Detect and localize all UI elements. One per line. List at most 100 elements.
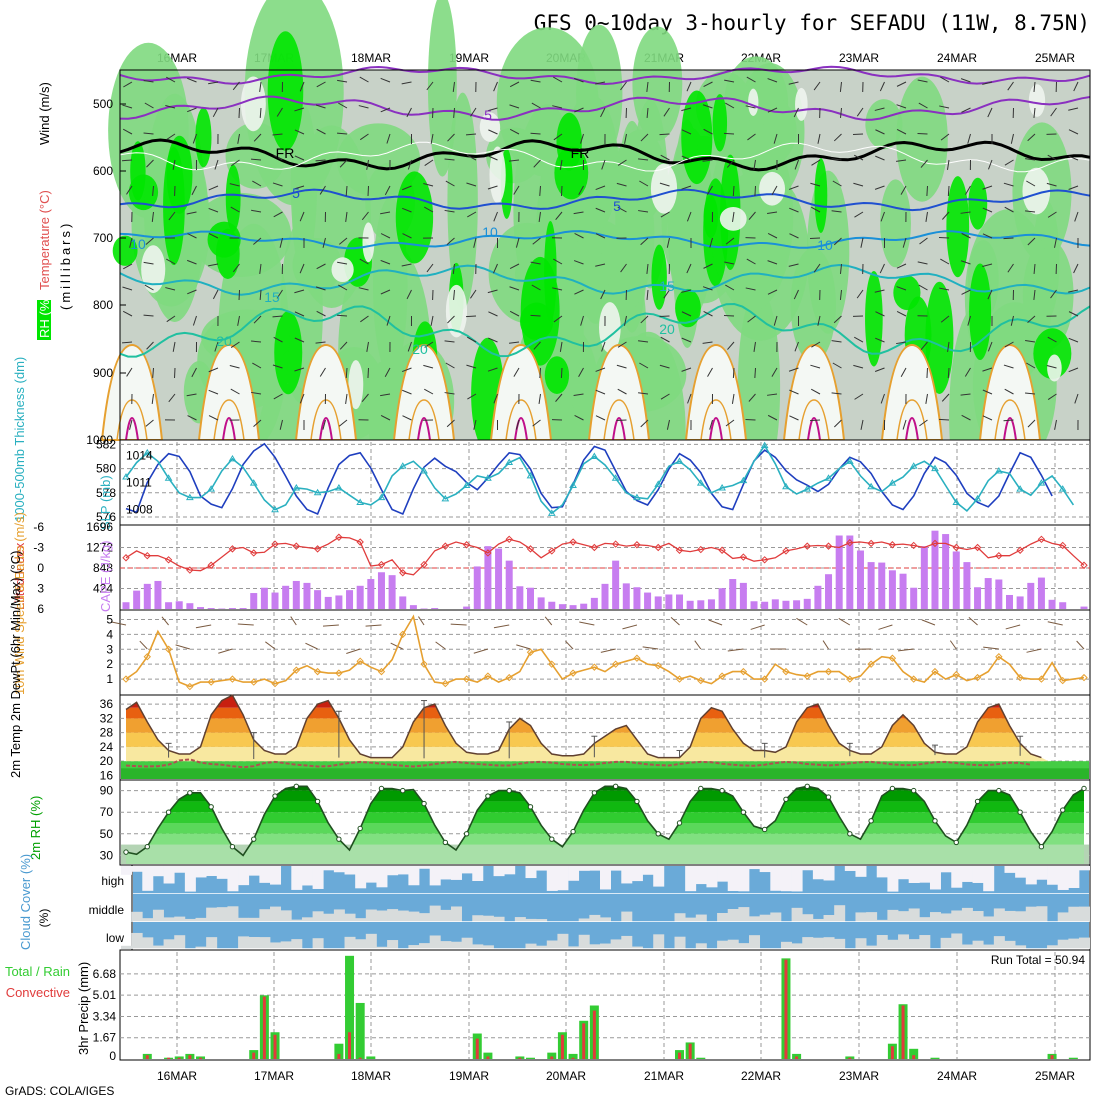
precip-convective-bar <box>167 1057 171 1059</box>
cloud-cell <box>919 935 931 949</box>
wind-barb <box>251 391 262 395</box>
wind-barb <box>896 128 907 135</box>
cloud-cell <box>919 866 931 883</box>
lifted-index-point <box>909 541 918 550</box>
precip-convective-bar <box>784 959 788 1059</box>
cloud-cell <box>898 911 910 922</box>
date-label-bottom: 24MAR <box>937 1069 977 1083</box>
wind-barb <box>896 286 907 291</box>
cape-tick: 848 <box>93 561 113 575</box>
wind-speed-point <box>292 666 301 674</box>
thermal-plume <box>684 343 748 441</box>
cape-ylabel: CAPE (J/kg) <box>98 540 113 612</box>
rh2m-point <box>549 836 555 842</box>
lifted-index-point <box>505 535 513 544</box>
cloud-cell <box>536 866 548 871</box>
cape-bar <box>505 560 513 609</box>
rh2m-point <box>506 787 512 794</box>
thermal-plume-inner <box>603 399 635 441</box>
wind-barb <box>509 159 520 162</box>
rh2m-point <box>378 785 385 792</box>
cloud-cell <box>429 866 441 886</box>
wind-barb <box>574 414 584 421</box>
thickness-point <box>356 498 365 505</box>
cloud-cell <box>1047 866 1059 885</box>
wind-barb <box>315 341 326 344</box>
wind-barb <box>947 185 950 197</box>
wind-barb <box>732 367 735 379</box>
wind-speed-point <box>973 673 982 682</box>
rh-low-blob <box>1022 167 1051 215</box>
thickness-point <box>398 462 407 469</box>
wind-speed-point <box>888 654 897 662</box>
wind-barb <box>212 107 219 118</box>
lifted-index-point <box>143 551 151 560</box>
wind-speed-point <box>1016 673 1024 682</box>
wind-barb <box>767 260 778 265</box>
wind-barb <box>595 263 606 267</box>
precip-convective-bar <box>582 1023 586 1059</box>
cloud-cell <box>131 932 143 949</box>
cloud-cell <box>600 917 611 922</box>
cloud-cell <box>887 909 899 922</box>
wind-speed-point <box>803 672 811 680</box>
wind-barb <box>638 210 649 213</box>
wind-barb <box>380 77 391 83</box>
thickness-tick: 580 <box>96 462 116 476</box>
cloud-cell <box>291 919 303 922</box>
wind-barb <box>358 105 369 109</box>
wind-barb <box>875 129 885 135</box>
cloud-cell <box>610 939 622 949</box>
cloud-cell <box>674 913 686 922</box>
precip-tick: 5.01 <box>93 988 117 1002</box>
cloud-cell <box>887 866 899 892</box>
wind-barb <box>230 341 240 349</box>
wind10m-barb <box>878 624 893 630</box>
cloud-cell <box>163 917 175 922</box>
thickness-point <box>675 457 684 464</box>
wind-barb <box>624 133 627 144</box>
thickness-point <box>739 476 748 484</box>
cloud-cell <box>568 946 580 949</box>
wind-barb <box>663 289 670 299</box>
wind-barb <box>1033 81 1036 92</box>
wind-barb <box>279 237 283 248</box>
wind-speed-point <box>739 667 748 676</box>
precip-ylabel: 3hr Precip (mm) <box>76 962 91 1055</box>
contour-label: 10 <box>130 236 146 252</box>
wind-barb <box>1068 311 1079 317</box>
thickness-point <box>803 485 812 492</box>
wind-barb <box>940 258 950 265</box>
wind-barb <box>122 286 133 291</box>
wind-speed-point <box>569 669 577 677</box>
contour-label: 15 <box>264 289 280 305</box>
rh-high-blob <box>968 177 988 230</box>
cape-bar <box>282 585 290 609</box>
lifted-index-point <box>952 543 960 552</box>
wind-barb <box>380 233 391 239</box>
cloud-cell <box>546 866 558 891</box>
wind-barb <box>686 263 692 274</box>
date-label-bottom: 17MAR <box>254 1069 294 1083</box>
rh2m-point <box>655 831 661 837</box>
temp-tick: 28 <box>100 726 114 740</box>
precip-total-bar <box>355 1002 365 1059</box>
cloud-cell <box>738 907 750 922</box>
contour-label: 10 <box>482 224 498 240</box>
wind-barb <box>833 133 842 142</box>
wind-barb <box>767 107 778 113</box>
thickness-point <box>824 474 833 481</box>
wind-barb <box>874 185 885 190</box>
wind-barb <box>559 159 563 170</box>
rh2m-point <box>910 787 917 794</box>
thermal-plume-inner <box>896 399 928 441</box>
wind-barb <box>745 418 756 421</box>
wind-barb <box>767 393 778 396</box>
wind-barb <box>192 315 197 326</box>
cloud-cell <box>876 935 888 949</box>
wind-barb <box>338 284 348 291</box>
wind-barb <box>531 102 541 109</box>
cloud-cell <box>695 866 707 885</box>
rh2m-point <box>400 787 406 794</box>
thickness-point <box>888 479 897 486</box>
